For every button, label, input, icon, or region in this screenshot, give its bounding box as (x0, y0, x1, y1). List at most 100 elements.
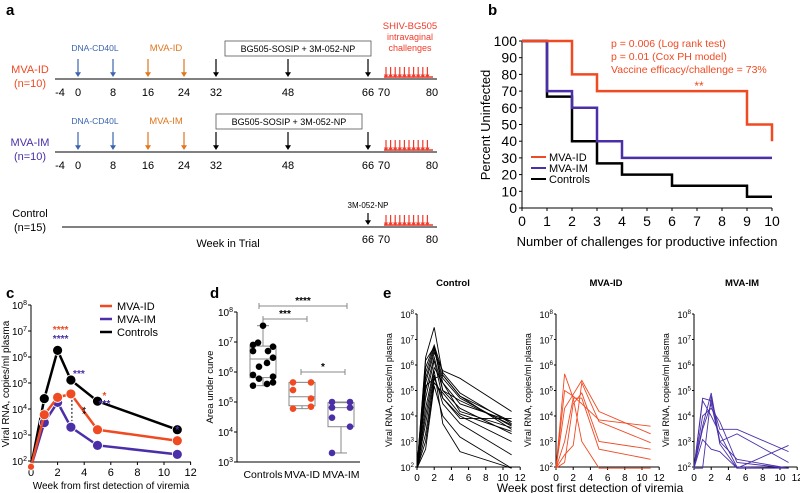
x-tick-label: 2 (568, 213, 576, 229)
x-tick-label: 8 (483, 473, 489, 484)
challenge-arrow (406, 140, 412, 151)
challenge-arrow-head (397, 74, 402, 78)
challenge-arrow-head (383, 222, 389, 226)
challenge-label: intravaginal (387, 32, 433, 42)
protein-arrow (365, 132, 371, 150)
y-axis-title: Viral RNA, copies/ml plasma (661, 333, 671, 447)
challenge-arrow-head (388, 147, 393, 151)
dna-arrow (75, 132, 81, 150)
data-point (328, 414, 336, 421)
protein-arrow-head (213, 72, 219, 77)
challenge-arrow-head (402, 147, 407, 151)
annotation: Vaccine efficacy/challenge = 73% (611, 64, 767, 76)
challenge-arrow (406, 67, 412, 78)
y-tick-label: 102 (677, 462, 691, 473)
week-tick: 80 (426, 234, 438, 246)
x-tick-label: 1 (543, 213, 551, 229)
data-point (269, 379, 277, 386)
week-tick: 70 (378, 87, 390, 99)
legend-label: Controls (117, 327, 158, 339)
x-tick-label: 7 (693, 213, 701, 229)
x-tick-label: 9 (743, 213, 751, 229)
data-point (346, 398, 354, 406)
x-tick-label: 6 (743, 473, 749, 484)
week-tick: 24 (178, 87, 190, 99)
data-point (38, 393, 50, 405)
week-tick: 66 (362, 160, 374, 172)
individual-curve (416, 375, 512, 469)
x-tick-label: 6 (668, 213, 676, 229)
challenge-arrow (397, 215, 402, 226)
dna-arrow-head (75, 72, 81, 77)
challenge-arrow-head (411, 222, 416, 226)
y-tick-label: 103 (218, 457, 233, 469)
challenge-label: challenges (388, 43, 432, 53)
data-point (255, 363, 263, 371)
challenge-arrow-head (425, 74, 430, 78)
x-tick-label: 0 (518, 213, 526, 229)
annotation: p = 0.006 (Log rank test) (611, 38, 726, 50)
x-axis-title: Week from first detection of viremia (33, 481, 190, 492)
x-tick-label: 4 (449, 473, 455, 484)
group-name: MVA-IM (11, 137, 50, 149)
x-tick-label: 12 (515, 473, 527, 484)
challenge-arrow (420, 140, 425, 151)
individual-curve (555, 381, 651, 469)
protein-box (215, 113, 363, 130)
challenge-arrow-head (388, 222, 393, 226)
x-tick-label: 12 (792, 473, 800, 484)
protein-arrow-head (285, 72, 291, 77)
week-tick: -4 (55, 160, 65, 172)
challenge-arrow-head (420, 222, 425, 226)
y-tick-label: 50 (501, 117, 517, 133)
series-mva-id-line (522, 39, 774, 142)
y-tick-label: 90 (501, 50, 517, 66)
challenge-arrow-head (406, 74, 412, 78)
challenge-label: SHIV-BG505 (383, 21, 437, 32)
x-tick-label: 4 (618, 213, 626, 229)
data-point (263, 380, 271, 388)
protein-arrow-head (213, 145, 219, 150)
significance-stars: *** (279, 309, 291, 320)
x-tick-label: 0 (28, 467, 34, 479)
significance-stars: * (321, 362, 325, 373)
week-tick: 16 (142, 160, 154, 172)
challenge-arrow (388, 140, 393, 151)
x-tick-label: 2 (708, 473, 714, 484)
x-tick-label: 5 (643, 213, 651, 229)
week-tick: 32 (210, 160, 222, 172)
x-tick-label: MVA-IM (322, 469, 359, 481)
x-axis-title: Week in Trial (196, 238, 259, 250)
mva-arrow (145, 59, 151, 77)
y-tick-label: 30 (501, 150, 517, 166)
x-tick-label: 6 (108, 467, 114, 479)
dna-arrow-head (75, 145, 81, 150)
data-point (328, 449, 336, 457)
individual-curve (555, 397, 651, 469)
x-tick-label: 10 (774, 473, 786, 484)
data-point (346, 423, 354, 431)
data-point (269, 373, 277, 380)
boost-label: 3M-052-NP (348, 201, 389, 210)
y-tick-label: 104 (218, 427, 233, 439)
challenge-arrow (388, 67, 393, 78)
y-tick-label: 106 (677, 360, 691, 371)
significance-stars: *** (99, 399, 111, 410)
week-tick: 48 (282, 160, 294, 172)
x-tick-label: 8 (718, 213, 726, 229)
data-point (65, 388, 77, 400)
data-point (171, 424, 183, 436)
significance-stars: **** (53, 334, 69, 345)
individual-curve (416, 366, 512, 469)
data-point (38, 409, 50, 421)
legend-label: MVA-ID (117, 301, 155, 313)
group-n: (n=15) (14, 222, 46, 234)
series-controls-line (522, 39, 772, 199)
y-axis-title: Viral RNA, copies/ml plasma (1, 320, 12, 447)
week-tick: 0 (75, 160, 81, 172)
y-tick-label: 107 (400, 335, 414, 346)
x-tick-label: 4 (588, 473, 594, 484)
x-tick-label: MVA-ID (284, 469, 320, 481)
panel-d-auc-boxplot: 103 104 105 106 107 108 Area under curve Contro… (205, 296, 360, 481)
y-tick-label: 60 (501, 100, 517, 116)
